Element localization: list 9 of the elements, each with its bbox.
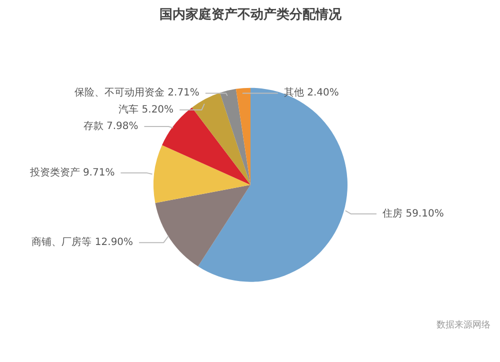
slice-label: 其他 2.40% — [284, 86, 339, 99]
slice-label: 存款 7.98% — [83, 120, 138, 132]
slice-label: 商铺、厂房等 12.90% — [32, 236, 134, 248]
text: 数据来源网络 — [436, 319, 490, 330]
chart-title: 国内家庭资产不动产类分配情况 — [160, 6, 342, 22]
slice-label: 投资类资产 9.71% — [28, 166, 115, 178]
slice-label: 住房 59.10% — [382, 207, 444, 220]
slice-label: 保险、不可动用资金 2.71% — [74, 86, 200, 99]
slice-label: 汽车 5.20% — [118, 103, 174, 116]
